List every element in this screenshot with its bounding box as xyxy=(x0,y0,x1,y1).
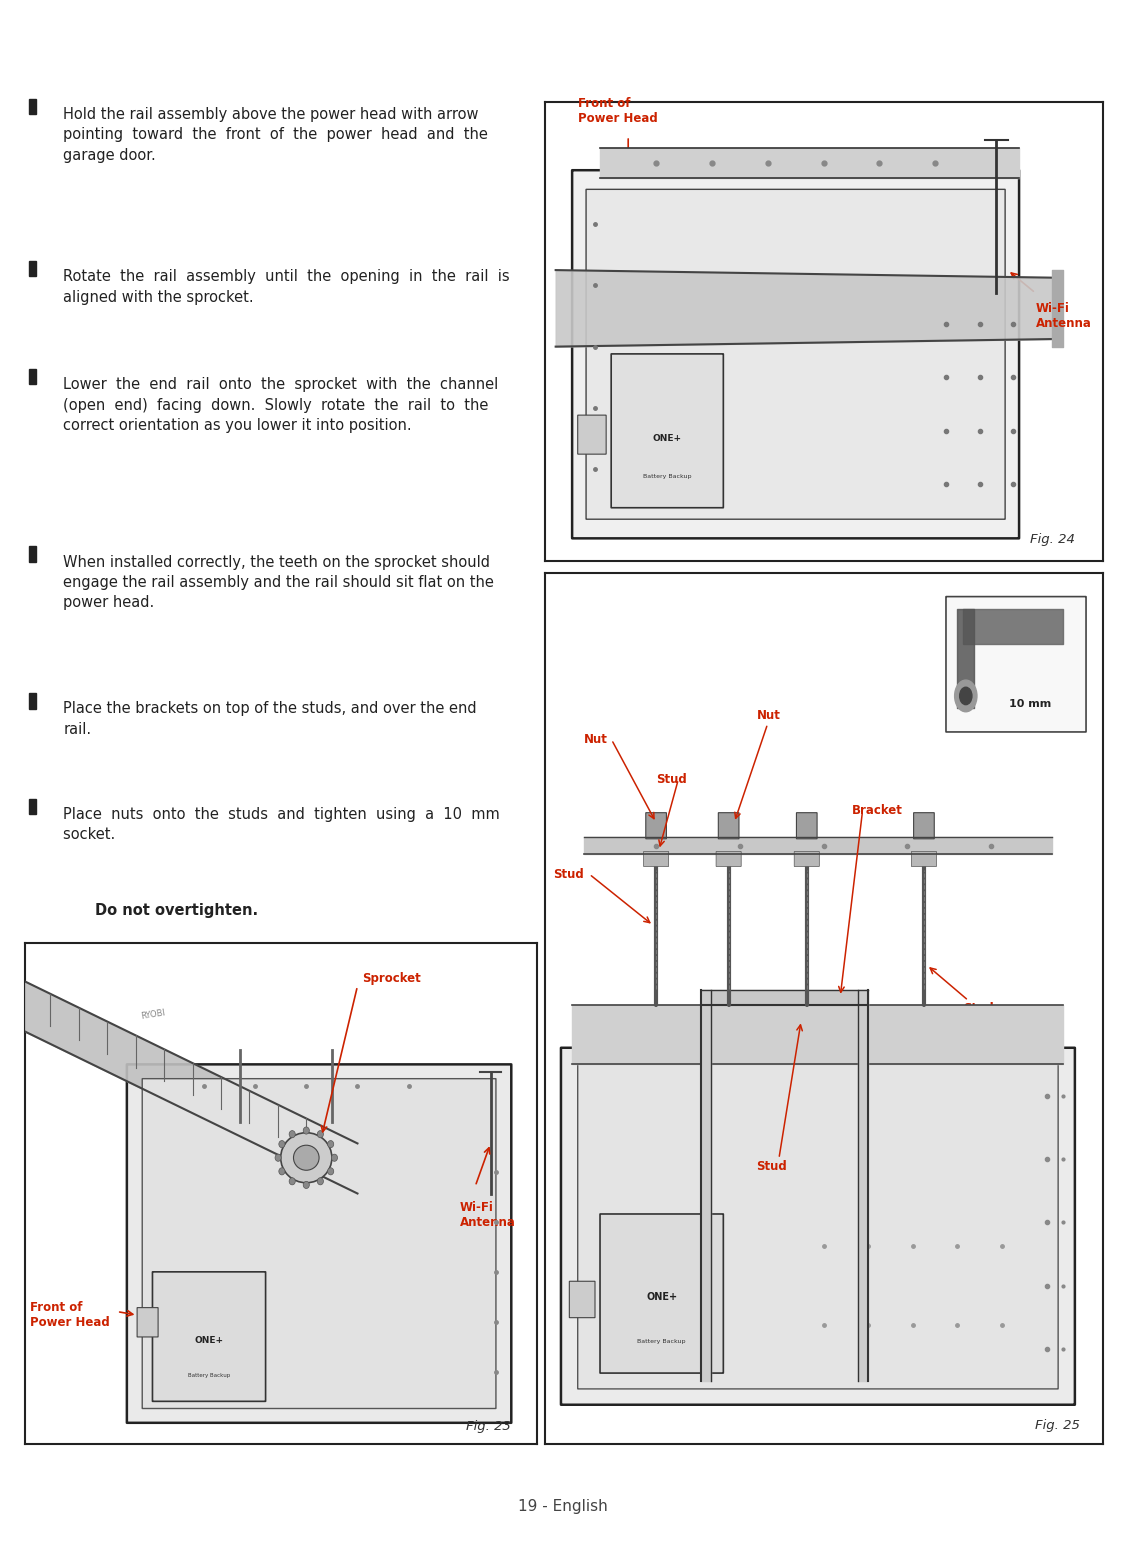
FancyBboxPatch shape xyxy=(573,170,1019,538)
FancyBboxPatch shape xyxy=(794,852,819,866)
Text: Battery Backup: Battery Backup xyxy=(638,1339,686,1344)
FancyBboxPatch shape xyxy=(153,1271,266,1401)
FancyBboxPatch shape xyxy=(578,1056,1059,1388)
Text: ASSEMBLY: ASSEMBLY xyxy=(417,18,708,68)
FancyBboxPatch shape xyxy=(137,1308,159,1338)
Text: Fig. 24: Fig. 24 xyxy=(1029,533,1074,546)
Ellipse shape xyxy=(289,1177,295,1185)
Ellipse shape xyxy=(327,1168,334,1174)
Ellipse shape xyxy=(960,687,972,704)
Text: Fig. 23: Fig. 23 xyxy=(466,1421,511,1433)
Text: Wi-Fi
Antenna: Wi-Fi Antenna xyxy=(460,1200,515,1230)
Ellipse shape xyxy=(294,1145,319,1170)
Text: Stud: Stud xyxy=(756,1160,787,1173)
Ellipse shape xyxy=(289,1131,295,1137)
Text: Front of
Power Head: Front of Power Head xyxy=(30,1301,109,1330)
Text: Rotate  the  rail  assembly  until  the  opening  in  the  rail  is
aligned with: Rotate the rail assembly until the openi… xyxy=(63,270,510,305)
Text: 19 - English: 19 - English xyxy=(518,1499,608,1513)
FancyBboxPatch shape xyxy=(127,1065,511,1422)
Text: Sprocket: Sprocket xyxy=(362,972,422,985)
Text: RYOBI: RYOBI xyxy=(140,1008,165,1022)
Ellipse shape xyxy=(279,1140,285,1148)
FancyBboxPatch shape xyxy=(561,1048,1074,1405)
Text: 10 mm: 10 mm xyxy=(1009,700,1051,709)
FancyBboxPatch shape xyxy=(578,415,606,455)
Text: ONE+: ONE+ xyxy=(646,1293,677,1302)
Ellipse shape xyxy=(279,1168,285,1174)
FancyBboxPatch shape xyxy=(142,1079,496,1408)
Text: Stud: Stud xyxy=(963,1002,993,1016)
Ellipse shape xyxy=(304,1182,309,1188)
Bar xyxy=(29,693,36,709)
FancyBboxPatch shape xyxy=(586,190,1005,519)
Text: Wi-Fi
Antenna: Wi-Fi Antenna xyxy=(1035,302,1091,330)
Text: ONE+: ONE+ xyxy=(195,1336,224,1345)
Text: Hold the rail assembly above the power head with arrow
pointing  toward  the  fr: Hold the rail assembly above the power h… xyxy=(63,106,488,163)
Ellipse shape xyxy=(281,1133,332,1183)
Bar xyxy=(29,370,36,384)
FancyBboxPatch shape xyxy=(600,1214,723,1373)
Ellipse shape xyxy=(317,1131,323,1137)
Ellipse shape xyxy=(955,680,976,712)
Text: Bracket: Bracket xyxy=(852,804,902,817)
FancyBboxPatch shape xyxy=(719,812,739,838)
Bar xyxy=(29,99,36,114)
Text: Place  nuts  onto  the  studs  and  tighten  using  a  10  mm
socket.: Place nuts onto the studs and tighten us… xyxy=(63,806,501,841)
FancyBboxPatch shape xyxy=(569,1281,595,1318)
Text: Stud: Stud xyxy=(656,772,687,786)
FancyBboxPatch shape xyxy=(646,812,666,838)
Text: Place the brackets on top of the studs, and over the end
rail.: Place the brackets on top of the studs, … xyxy=(63,701,477,737)
Text: When installed correctly, the teeth on the sprocket should
engage the rail assem: When installed correctly, the teeth on t… xyxy=(63,555,494,610)
Bar xyxy=(29,547,36,562)
FancyBboxPatch shape xyxy=(914,812,934,838)
Ellipse shape xyxy=(304,1126,309,1134)
FancyBboxPatch shape xyxy=(796,812,817,838)
Text: Do not overtighten.: Do not overtighten. xyxy=(96,903,259,918)
Ellipse shape xyxy=(274,1154,281,1162)
Text: ONE+: ONE+ xyxy=(652,435,682,442)
Ellipse shape xyxy=(332,1154,338,1162)
Text: Front of
Power Head: Front of Power Head xyxy=(578,97,658,125)
Text: Nut: Nut xyxy=(756,709,781,723)
Ellipse shape xyxy=(317,1177,323,1185)
Ellipse shape xyxy=(327,1140,334,1148)
FancyBboxPatch shape xyxy=(644,852,668,866)
Text: Nut: Nut xyxy=(584,734,608,746)
Text: Stud: Stud xyxy=(552,868,584,880)
Bar xyxy=(29,260,36,276)
FancyBboxPatch shape xyxy=(911,852,936,866)
Text: Battery Backup: Battery Backup xyxy=(644,475,692,479)
Text: Lower  the  end  rail  onto  the  sprocket  with  the  channel
(open  end)  faci: Lower the end rail onto the sprocket wit… xyxy=(63,378,498,433)
FancyBboxPatch shape xyxy=(611,354,723,507)
FancyBboxPatch shape xyxy=(946,596,1086,732)
Text: Fig. 25: Fig. 25 xyxy=(1035,1419,1080,1432)
Bar xyxy=(29,798,36,814)
FancyBboxPatch shape xyxy=(717,852,741,866)
Text: Battery Backup: Battery Backup xyxy=(188,1373,231,1379)
